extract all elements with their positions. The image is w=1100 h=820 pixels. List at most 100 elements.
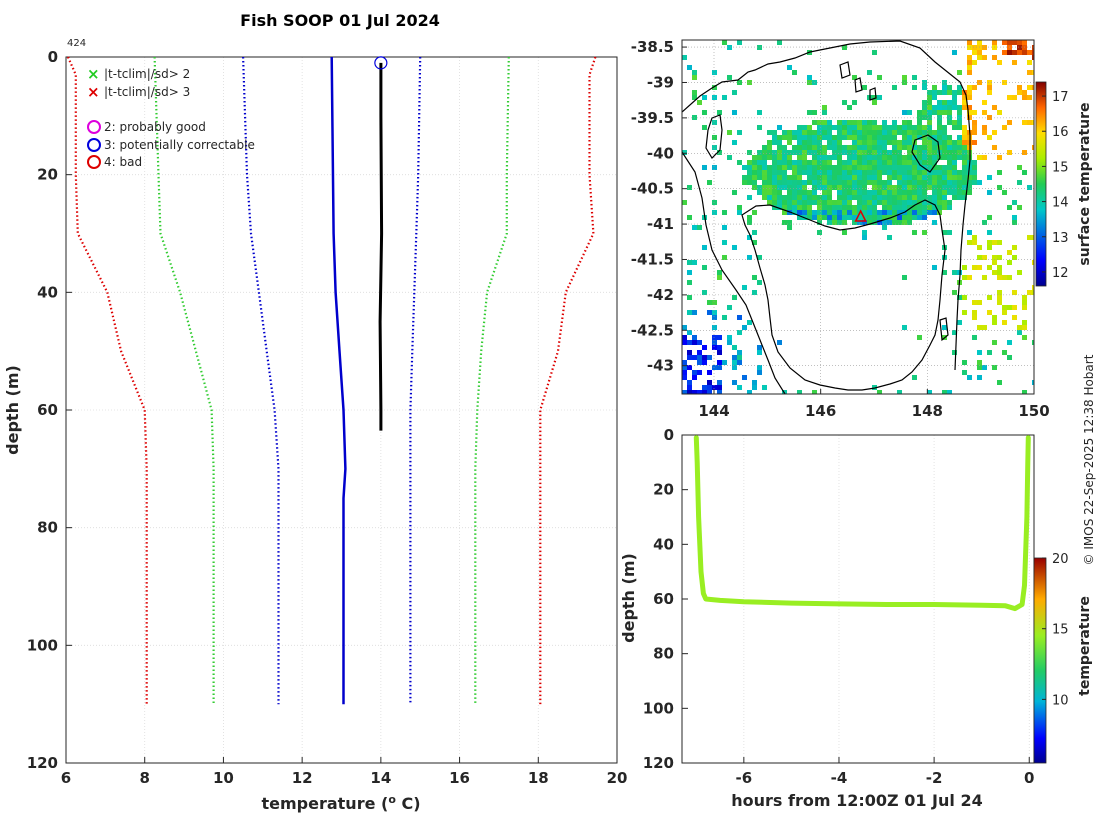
sst-pixel <box>862 190 867 195</box>
sst-pixel <box>1027 70 1032 75</box>
sst-pixel <box>917 125 922 130</box>
sst-pixel <box>952 165 957 170</box>
sst-pixel <box>802 145 807 150</box>
sst-pixel <box>802 210 807 215</box>
sst-pixel <box>692 335 697 340</box>
sst-pixel <box>872 210 877 215</box>
sst-pixel <box>957 320 962 325</box>
sst-pixel <box>902 205 907 210</box>
profile-series <box>66 56 597 705</box>
map-lat-tick-label: -42.5 <box>631 321 674 339</box>
sst-pixel <box>837 215 842 220</box>
sst-pixel <box>967 275 972 280</box>
sst-pixel <box>712 200 717 205</box>
sst-pixel <box>1032 55 1034 60</box>
sst-pixel <box>862 180 867 185</box>
sst-pixel <box>852 210 857 215</box>
sst-pixel <box>852 155 857 160</box>
sst-pixel <box>947 110 952 115</box>
sst-pixel <box>872 50 877 55</box>
sst-pixel <box>957 120 962 125</box>
sst-pixel <box>947 100 952 105</box>
sst-pixel <box>842 200 847 205</box>
sst-pixel <box>692 75 697 80</box>
map-grid <box>682 40 1034 394</box>
sst-pixel <box>952 150 957 155</box>
sst-pixel <box>892 170 897 175</box>
sst-pixel <box>922 215 927 220</box>
sst-pixel <box>757 350 762 355</box>
sst-pixel <box>887 170 892 175</box>
sst-pixel <box>992 105 997 110</box>
sst-pixel <box>877 160 882 165</box>
sst-pixel <box>912 230 917 235</box>
sst-pixel <box>932 160 937 165</box>
sst-pixel <box>882 195 887 200</box>
sst-pixel <box>832 145 837 150</box>
sst-pixel <box>1022 120 1027 125</box>
sst-pixel <box>852 195 857 200</box>
sst-pixel <box>872 150 877 155</box>
sst-pixel <box>772 155 777 160</box>
sst-pixel <box>797 165 802 170</box>
sst-pixel <box>967 230 972 235</box>
sst-pixel <box>932 140 937 145</box>
sst-pixel <box>857 170 862 175</box>
sst-pixel <box>892 210 897 215</box>
sst-pixel <box>757 185 762 190</box>
sst-pixel <box>997 290 1002 295</box>
sst-pixel <box>952 50 957 55</box>
sst-pixel <box>952 155 957 160</box>
sst-pixel <box>942 140 947 145</box>
sst-pixel <box>1012 40 1017 45</box>
sst-pixel <box>857 125 862 130</box>
sst-pixel <box>957 110 962 115</box>
sst-pixel <box>822 190 827 195</box>
sst-pixel <box>747 320 752 325</box>
sst-pixel <box>757 165 762 170</box>
sst-pixel <box>767 170 772 175</box>
sst-pixel <box>937 195 942 200</box>
sst-pixel <box>957 175 962 180</box>
sst-pixel <box>882 150 887 155</box>
sst-pixel <box>922 130 927 135</box>
sst-pixel <box>822 210 827 215</box>
sst-pixel <box>737 315 742 320</box>
sst-pixel <box>757 190 762 195</box>
sst-pixel <box>687 65 692 70</box>
sst-pixel <box>942 155 947 160</box>
sst-pixel <box>717 335 722 340</box>
sst-pixel <box>837 145 842 150</box>
sst-pixel <box>967 40 972 45</box>
sst-pixel <box>1002 190 1007 195</box>
sst-pixel <box>897 145 902 150</box>
sst-pixel <box>902 155 907 160</box>
sst-pixel <box>987 240 992 245</box>
sst-pixel <box>932 95 937 100</box>
sst-pixel <box>892 150 897 155</box>
sst-pixel <box>807 160 812 165</box>
sst-pixel <box>837 185 842 190</box>
sst-pixel <box>802 170 807 175</box>
sst-pixel <box>777 170 782 175</box>
sst-pixel <box>802 185 807 190</box>
sst-pixel <box>842 190 847 195</box>
sst-pixel <box>892 175 897 180</box>
sst-pixel <box>997 380 1002 385</box>
sst-pixel <box>967 70 972 75</box>
sst-pixel <box>987 85 992 90</box>
sst-pixel <box>887 135 892 140</box>
sst-pixel <box>787 210 792 215</box>
sst-pixel <box>852 160 857 165</box>
sst-pixel <box>882 215 887 220</box>
sst-pixel <box>947 180 952 185</box>
sst-pixel <box>877 170 882 175</box>
sst-pixel <box>957 115 962 120</box>
sst-pixel <box>877 215 882 220</box>
sst-pixel <box>827 170 832 175</box>
sst-pixel <box>742 325 747 330</box>
sst-pixel <box>987 245 992 250</box>
sst-pixel <box>967 90 972 95</box>
sst-pixel <box>702 355 707 360</box>
sst-pixel <box>807 80 812 85</box>
